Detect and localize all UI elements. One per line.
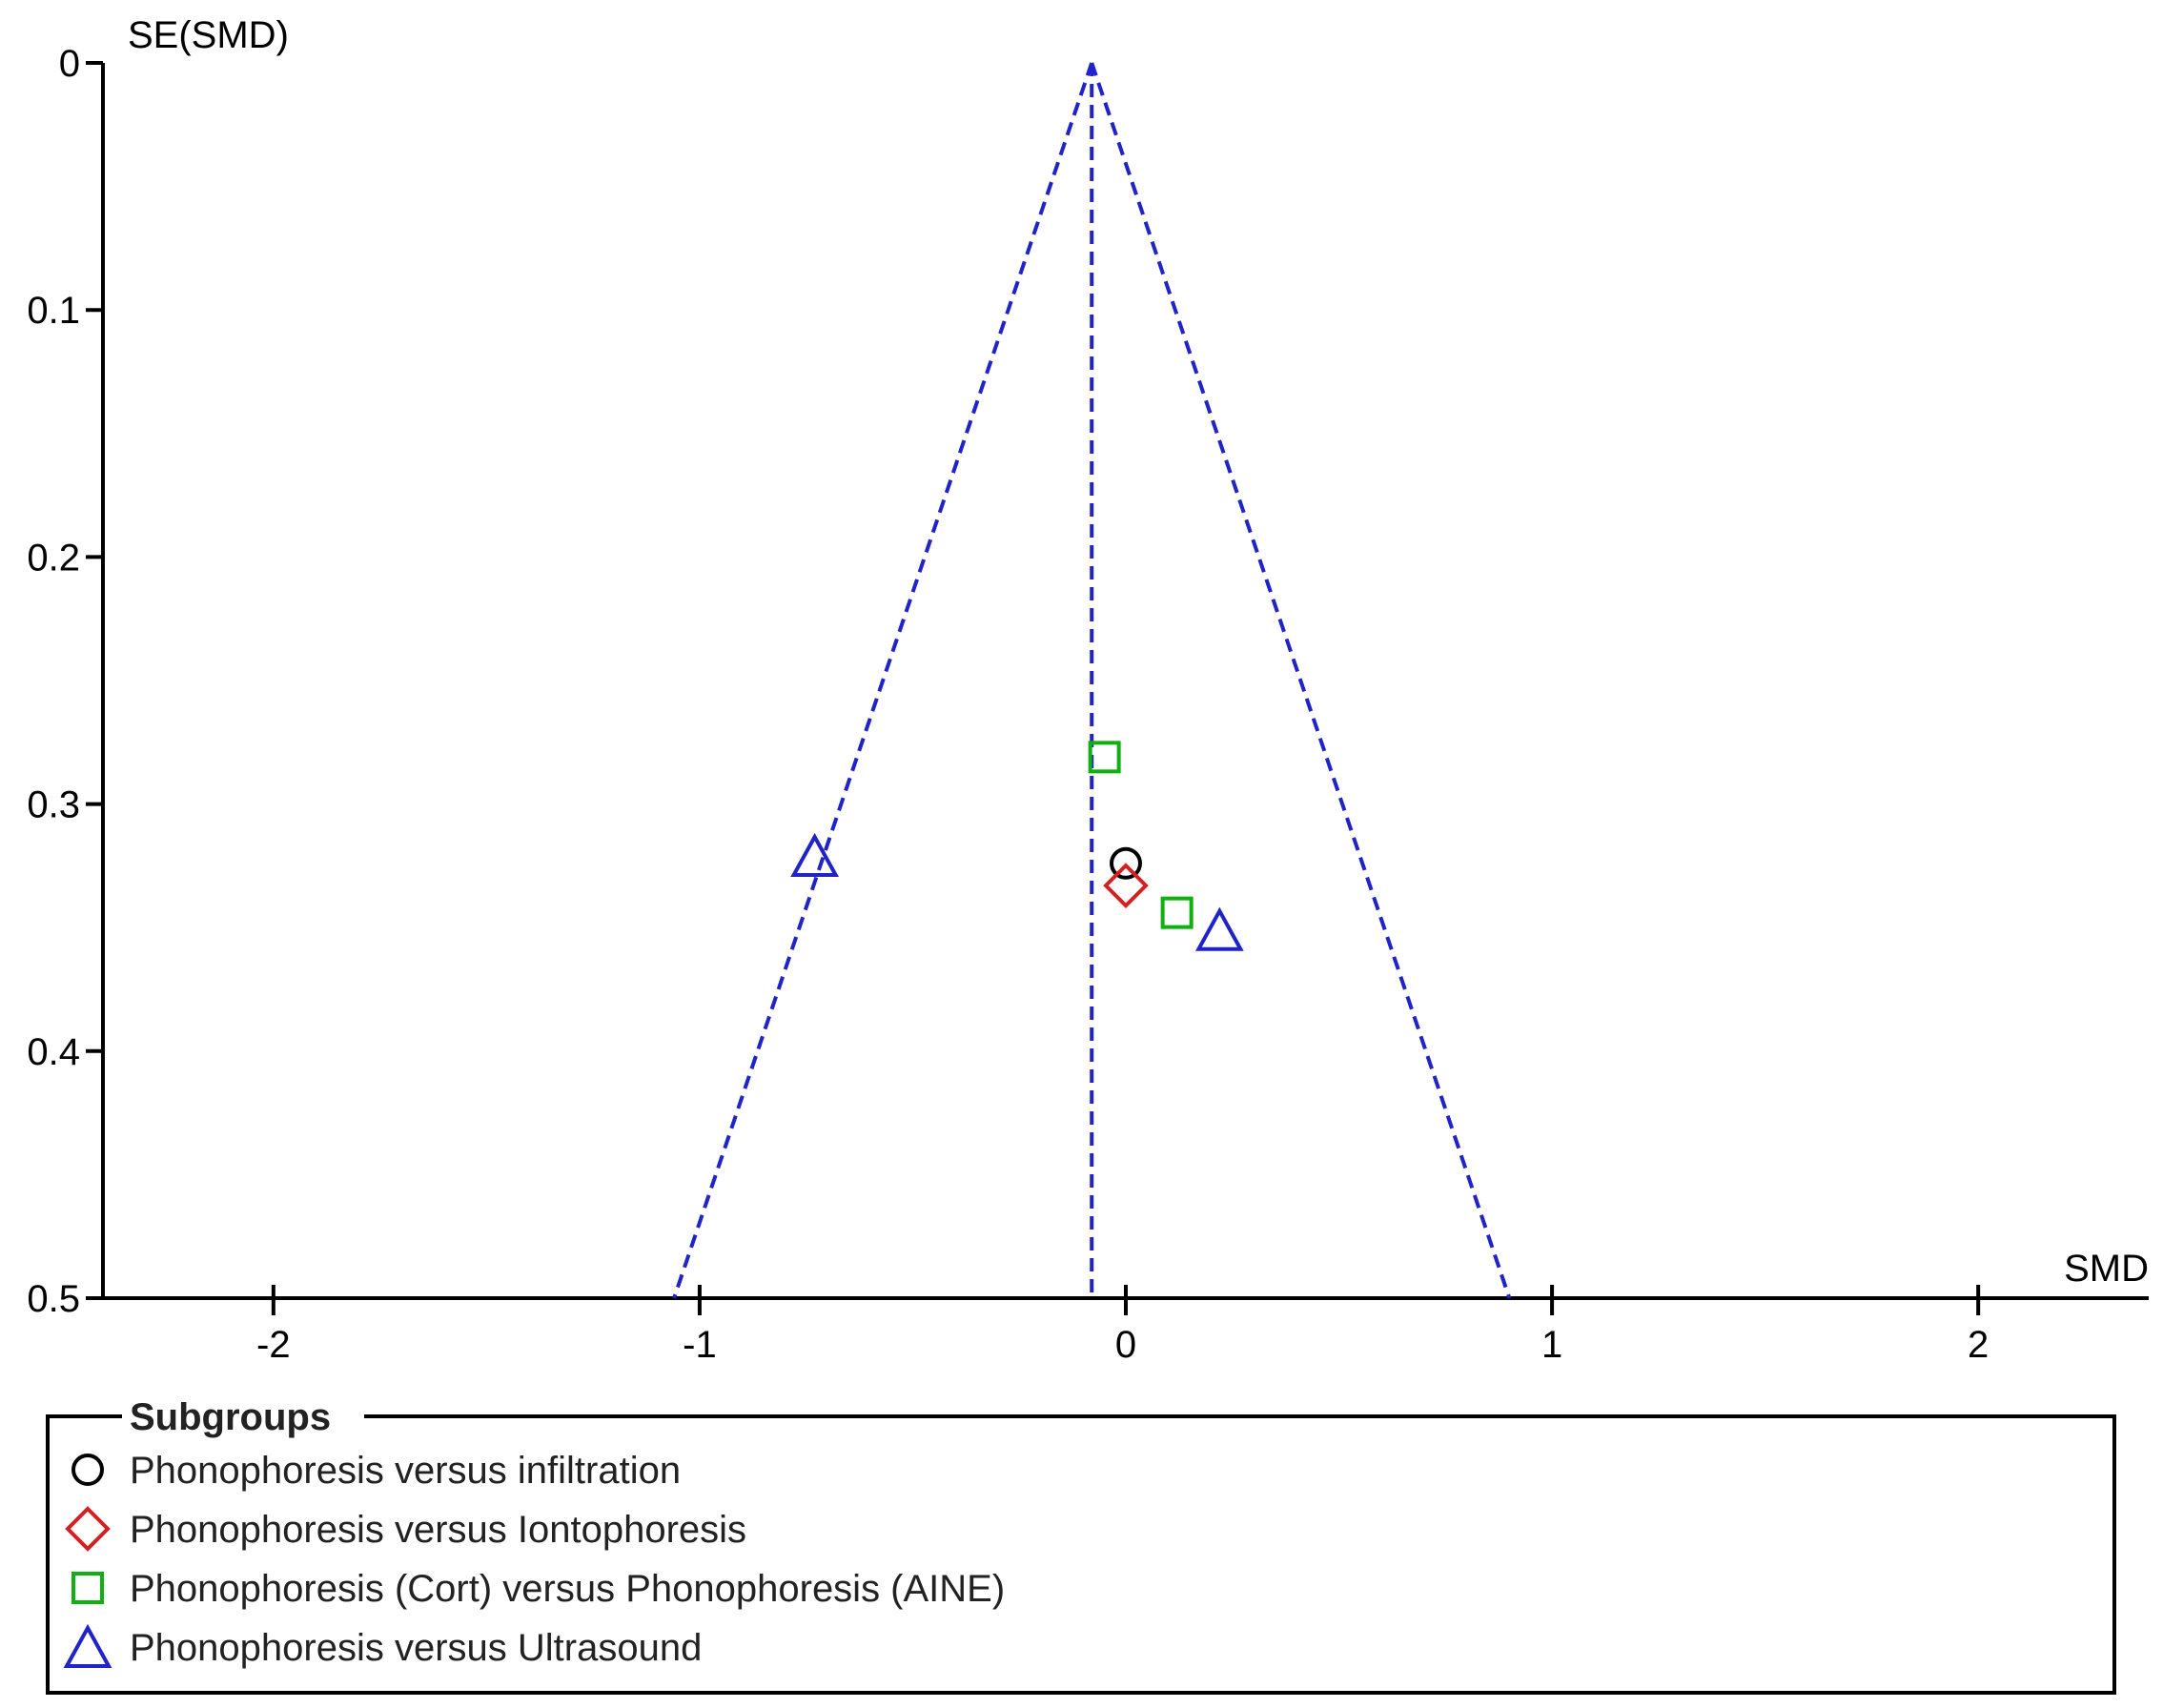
funnel-right-line [1090,62,1512,1299]
y-tick-label: 0.5 [27,1278,80,1320]
funnel-left-line [672,62,1094,1299]
legend-title: Subgroups [130,1396,331,1438]
y-tick-label: 0.4 [27,1031,80,1073]
legend-item-label: Phonophoresis versus Iontophoresis [130,1509,746,1551]
point-triangle [1194,906,1244,951]
funnel [672,62,1512,1299]
y-tick-label: 0 [59,43,80,85]
axes: 0 0.1 0.2 0.3 0.4 0.5 -2 -1 0 1 2 SE(SMD) SMD [27,14,2149,1366]
legend: Subgroups Phonophoresis versus infiltrat… [46,1396,2116,1695]
legend-item-label: Phonophoresis versus infiltration [130,1450,681,1492]
y-tick-label: 0.3 [27,784,80,826]
legend-marker-square [71,1572,104,1604]
legend-marker-circle [71,1454,104,1486]
point-triangle [790,832,840,878]
legend-marker-triangle [63,1623,112,1668]
y-ticks: 0 0.1 0.2 0.3 0.4 0.5 [27,43,103,1320]
x-axis-title: SMD [2064,1248,2149,1290]
legend-items: Phonophoresis versus infiltration Phonoph… [63,1450,1005,1669]
data-points [790,741,1244,951]
x-tick-label: 2 [1968,1324,1989,1366]
point-square [1088,741,1121,774]
x-tick-label: -2 [256,1324,291,1366]
x-ticks: -2 -1 0 1 2 [256,1285,1989,1366]
legend-title-background [122,1407,364,1428]
y-tick-label: 0.1 [27,290,80,332]
legend-item-label: Phonophoresis (Cort) versus Phonophoresi… [130,1568,1005,1610]
x-tick-label: -1 [683,1324,717,1366]
point-diamond [1103,863,1149,908]
point-square [1160,896,1194,929]
point-circle [1110,846,1142,880]
y-tick-label: 0.2 [27,537,80,579]
legend-item-label: Phonophoresis versus Ultrasound [130,1627,702,1669]
y-axis-title: SE(SMD) [128,14,289,56]
x-tick-label: 1 [1541,1324,1562,1366]
legend-box [46,1414,2116,1695]
x-tick-label: 0 [1115,1324,1136,1366]
legend-marker-diamond [65,1506,111,1552]
